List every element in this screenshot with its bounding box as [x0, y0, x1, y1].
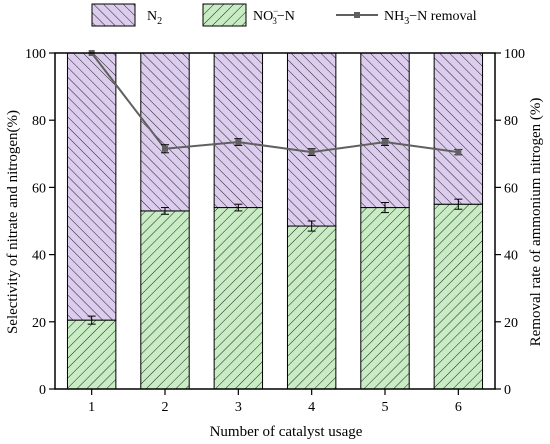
removal-line	[90, 52, 459, 154]
removal-point-6	[455, 149, 462, 156]
x-tick-label-5: 5	[382, 400, 389, 415]
bar-hatch-n2-1	[66, 52, 117, 321]
y-tick-label-left-80: 80	[32, 114, 46, 129]
y-tick-label-left-100: 100	[25, 47, 46, 62]
y-tick-label-right-40: 40	[504, 249, 518, 264]
y-tick-label-right-20: 20	[504, 316, 518, 331]
bar-hatch-n2-2	[140, 52, 190, 212]
x-tick-label-1: 1	[88, 400, 95, 415]
x-tick-label-3: 3	[235, 400, 242, 415]
legend-label-n2: N2	[147, 9, 162, 27]
x-tick-label-2: 2	[162, 400, 169, 415]
legend-marker-nh3	[354, 12, 360, 18]
removal-point-2	[162, 145, 168, 152]
removal-point-3	[235, 139, 242, 146]
legend-swatch-no3-hatch	[202, 3, 247, 27]
bar-hatch-no3-6	[433, 203, 484, 390]
y-tick-label-left-20: 20	[32, 316, 46, 331]
legend: N2 NO− 3−N NH3−N removal	[91, 3, 477, 27]
legend-label-nh3: NH3−N removal	[384, 9, 477, 27]
y-tick-label-left-0: 0	[39, 383, 46, 398]
bar-hatch-n2-3	[213, 52, 264, 209]
removal-line-layer	[88, 50, 463, 156]
bar-hatch-no3-3	[213, 207, 264, 390]
legend-label-no3: NO− 3−N	[253, 6, 295, 26]
bar-hatch-no3-1	[66, 319, 117, 390]
y-tick-label-left-60: 60	[32, 181, 46, 196]
removal-point-5	[382, 139, 388, 146]
legend-item-nh3: NH3−N removal	[336, 9, 477, 27]
bar-hatch-n2-4	[286, 52, 337, 227]
y-axis-title-left: Selectivity of nitrate and nitrogen(%)	[5, 110, 21, 334]
bars-layer	[66, 52, 484, 390]
error-bars-layer	[87, 198, 463, 325]
x-axis-title: Number of catalyst usage	[210, 424, 363, 440]
bar-hatch-n2-6	[433, 52, 484, 205]
x-tick-label-6: 6	[455, 400, 462, 415]
y-axis-title-right: Removal rate of ammonium nitrogen (%)	[528, 98, 544, 347]
bar-hatch-no3-4	[286, 225, 337, 390]
y-tick-label-right-80: 80	[504, 114, 518, 129]
legend-item-no3: NO− 3−N	[202, 3, 295, 27]
axes-layer: 0 20 40 60 80 100 0 20 40 60 80 100 1 2 3 4 5 6	[25, 47, 525, 415]
y-tick-label-right-100: 100	[504, 47, 525, 62]
bar-hatch-no3-2	[140, 210, 190, 390]
y-tick-label-right-60: 60	[504, 181, 518, 196]
bar-hatch-n2-5	[360, 52, 410, 209]
y-tick-label-right-0: 0	[504, 383, 511, 398]
legend-swatch-n2-hatch	[91, 3, 136, 27]
removal-point-4	[308, 149, 315, 156]
x-tick-label-4: 4	[308, 400, 315, 415]
y-tick-label-left-40: 40	[32, 249, 46, 264]
plot-frame	[54, 52, 496, 390]
legend-item-n2: N2	[91, 3, 162, 27]
bar-hatch-no3-5	[360, 207, 410, 390]
